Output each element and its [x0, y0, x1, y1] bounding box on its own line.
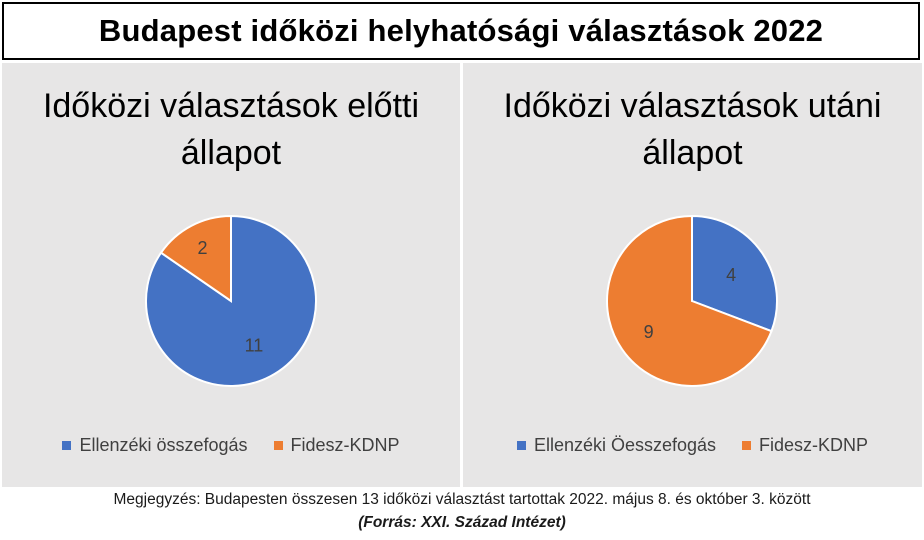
chart-panel-before: Időközi választások előtti állapot 11 2 E…: [2, 63, 460, 487]
footnote: Megjegyzés: Budapesten összesen 13 időkö…: [113, 491, 811, 508]
chart-title-before: Időközi választások előtti állapot: [2, 83, 460, 177]
pie-chart-after: 49: [606, 214, 778, 387]
pie-slice-ellenzeki: [691, 214, 778, 333]
legend-swatch-blue: [516, 441, 526, 450]
chart-title-before-line1: Időközi választások előtti: [42, 87, 420, 125]
legend-swatch-orange: [273, 441, 283, 450]
legend-swatch-blue: [62, 441, 72, 450]
data-label-ellenzeki: 11: [245, 336, 264, 356]
legend-item-fidesz: Fidesz-KDNP: [273, 435, 400, 456]
page-title-box: Budapest időközi helyhatósági választáso…: [2, 2, 920, 60]
pie-slice-fidesz: [159, 214, 232, 303]
legend-label-ellenzeki: Ellenzéki Öesszefogás: [533, 435, 717, 455]
data-label-fidesz: 9: [644, 322, 654, 342]
legend-label-fidesz: Fidesz-KDNP: [759, 435, 869, 455]
pie-chart-before: 11 2: [145, 214, 317, 387]
chart-title-after-line2: állapot: [642, 134, 743, 172]
data-label-ellenzeki: 4: [726, 265, 736, 285]
legend-after: Ellenzéki Öesszefogás Fidesz-KDNP: [463, 435, 922, 456]
legend-item-ellenzeki: Ellenzéki összefogás: [62, 435, 248, 456]
chart-title-before-line2: állapot: [180, 134, 282, 172]
legend-before: Ellenzéki összefogás Fidesz-KDNP: [2, 435, 460, 456]
pie-slice-fidesz: [606, 214, 773, 387]
legend-label-fidesz: Fidesz-KDNP: [290, 435, 400, 455]
legend-label-ellenzeki: Ellenzéki összefogás: [79, 435, 248, 455]
chart-title-after: Időközi választások utáni állapot: [463, 83, 922, 177]
legend-item-ellenzeki: Ellenzéki Öesszefogás: [516, 435, 717, 456]
legend-item-fidesz: Fidesz-KDNP: [742, 435, 868, 456]
legend-swatch-orange: [742, 441, 752, 450]
data-label-fidesz: 2: [198, 238, 208, 258]
page-title: Budapest időközi helyhatósági választáso…: [98, 13, 824, 48]
source-note: (Forrás: XXI. Század Intézet): [358, 514, 566, 531]
chart-title-after-line1: Időközi választások utáni: [503, 87, 882, 125]
